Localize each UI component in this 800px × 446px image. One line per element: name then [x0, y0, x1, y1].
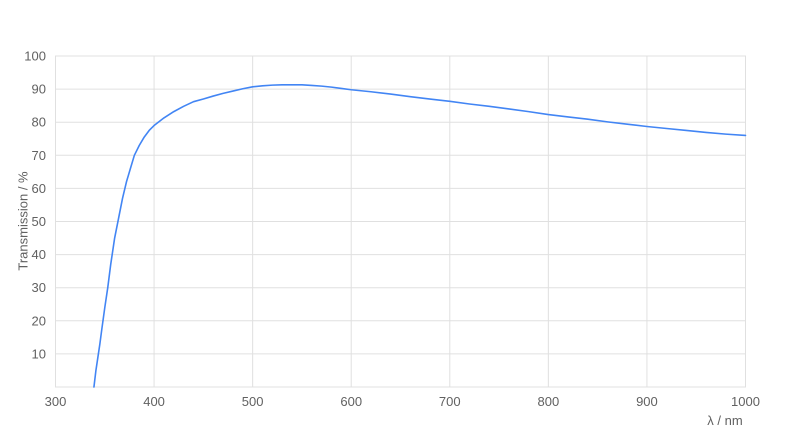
y-tick-label: 20	[32, 313, 46, 328]
x-tick-label: 600	[340, 394, 362, 409]
x-tick-label: 900	[636, 394, 658, 409]
y-tick-label: 80	[32, 115, 46, 130]
y-tick-label: 50	[32, 214, 46, 229]
y-tick-label: 10	[32, 346, 46, 361]
y-tick-label: 60	[32, 181, 46, 196]
x-tick-label: 300	[45, 394, 67, 409]
y-tick-label: 70	[32, 148, 46, 163]
series-line-transmission	[93, 84, 747, 388]
y-tick-label: 40	[32, 247, 46, 262]
y-axis-title: Transmission / %	[15, 171, 31, 271]
y-tick-label: 90	[32, 82, 46, 97]
y-tick-label: 100	[24, 49, 46, 64]
plot-border	[55, 55, 746, 388]
x-axis-title: λ / nm	[707, 413, 743, 428]
x-tick-label: 800	[538, 394, 560, 409]
x-tick-label: 700	[439, 394, 461, 409]
y-tick-label: 30	[32, 280, 46, 295]
x-tick-label: 1000	[731, 394, 760, 409]
x-tick-label: 500	[242, 394, 264, 409]
x-tick-label: 400	[143, 394, 165, 409]
